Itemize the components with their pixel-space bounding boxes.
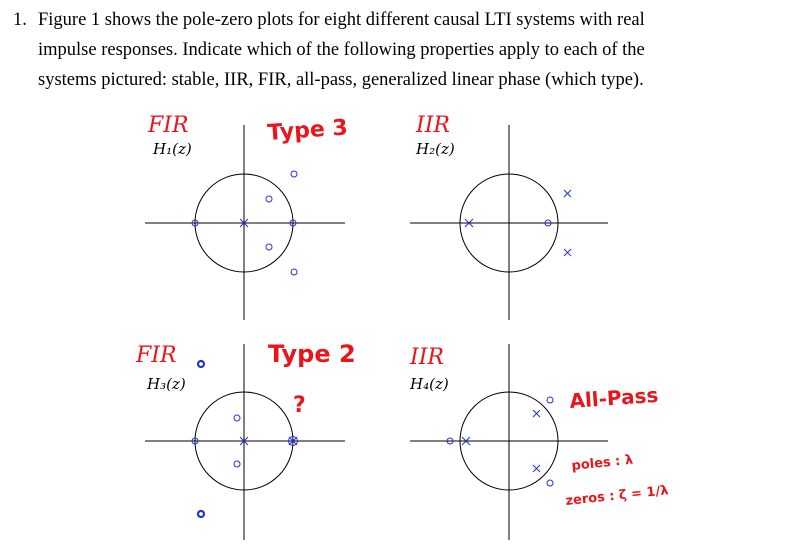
- plot-h1-label: H₁(z): [153, 140, 192, 158]
- problem-statement: 1. Figure 1 shows the pole-zero plots fo…: [0, 0, 793, 100]
- annotation-blue-zero-mark: [196, 509, 206, 519]
- problem-line-2: impulse responses. Indicate which of the…: [38, 40, 645, 60]
- plot-h4-unit-circle: [459, 391, 559, 491]
- plot-h3-pole: [239, 436, 249, 446]
- annotation-zeros: zeros : ζ = 1/λ: [565, 483, 669, 509]
- plot-h4-zero: [446, 437, 454, 445]
- plot-h2-unit-circle: [459, 173, 559, 273]
- plot-h3-zero: [233, 460, 241, 468]
- plot-h4-pole: [461, 436, 471, 446]
- plot-h3-zero: [191, 437, 199, 445]
- plot-h4: [410, 344, 608, 540]
- plot-h4-pole: [532, 409, 541, 418]
- plot-h3-double-zero: [288, 436, 298, 446]
- annotation-h4-allpass: All-Pass: [569, 383, 659, 413]
- plot-h2-pole: [563, 248, 572, 257]
- plot-h4-pole: [532, 464, 541, 473]
- annotation-blue-zero-mark: [196, 359, 206, 369]
- plot-h3-label: H₃(z): [147, 375, 186, 393]
- plot-h3-markers: [191, 414, 298, 468]
- plot-h1-zero: [290, 170, 298, 178]
- annotation-h2-iir: IIR: [415, 113, 450, 138]
- plot-h4-zero: [546, 479, 554, 487]
- annotation-poles: poles : λ: [571, 453, 634, 474]
- plot-h1-zero: [265, 195, 273, 203]
- plot-h1-markers: [191, 170, 298, 276]
- plot-h2: [410, 125, 608, 320]
- plot-h1-pole: [239, 218, 249, 228]
- plot-h3-zero: [233, 414, 241, 422]
- plot-h1-zero: [265, 243, 273, 251]
- annotation-h1-type: Type 3: [267, 115, 349, 146]
- plot-h2-zero: [544, 219, 552, 227]
- plot-h2-pole: [464, 218, 474, 228]
- plot-h1-zero: [191, 219, 199, 227]
- plot-h4-zero: [546, 396, 554, 404]
- plot-h2-label: H₂(z): [416, 140, 455, 158]
- annotation-h4-iir: IIR: [409, 345, 444, 370]
- plot-h1-unit-circle: [194, 173, 294, 273]
- plot-h1-zero: [290, 268, 298, 276]
- plot-h2-pole: [563, 189, 572, 198]
- annotation-h3-question: ?: [293, 393, 306, 418]
- annotation-h1-fir: FIR: [147, 113, 189, 138]
- plot-h3-pole: [288, 436, 298, 446]
- plot-h4-label: H₄(z): [410, 375, 449, 393]
- plot-h2-markers: [464, 189, 572, 257]
- annotations: FIR Type 3 IIR FIR Type 2 ? IIR All-Pass…: [135, 113, 669, 509]
- plot-h1-zero: [289, 219, 297, 227]
- annotation-h3-fir: FIR: [135, 343, 177, 368]
- problem-line-1: Figure 1 shows the pole-zero plots for e…: [38, 10, 645, 30]
- plot-h4-markers: [446, 396, 554, 487]
- problem-line-3: systems pictured: stable, IIR, FIR, all-…: [38, 70, 644, 90]
- annotation-blue-marks: [196, 359, 206, 519]
- problem-number: 1.: [13, 10, 27, 30]
- annotation-h3-type: Type 2: [268, 340, 356, 368]
